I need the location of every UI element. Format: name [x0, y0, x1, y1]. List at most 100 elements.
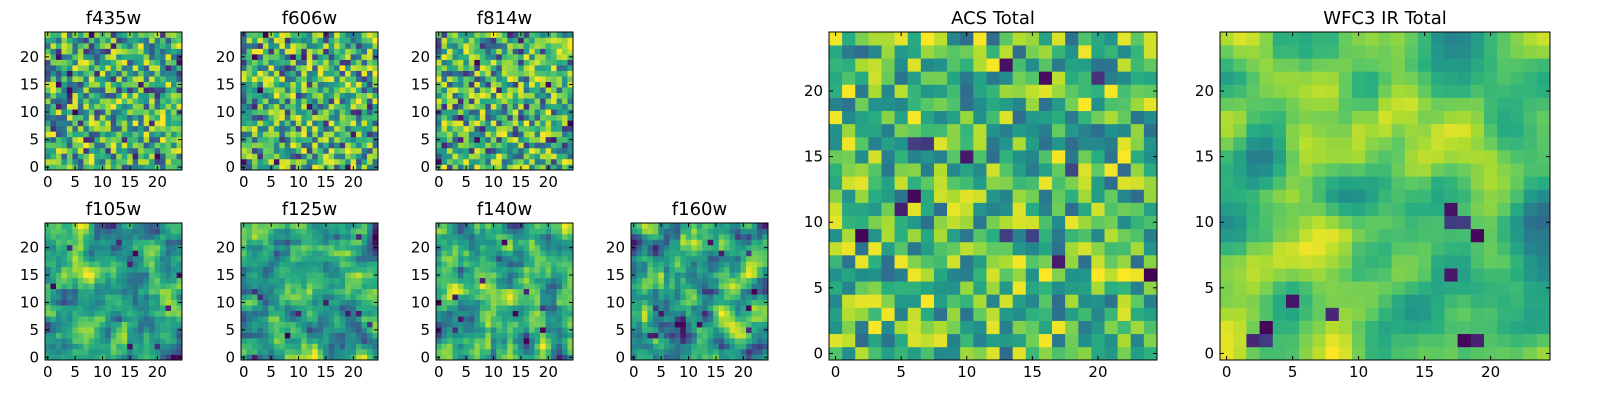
heatmap-cell: [518, 37, 524, 44]
heatmap-cell: [72, 338, 79, 344]
heatmap-cell: [452, 43, 459, 49]
heatmap-cell: [116, 332, 123, 339]
heatmap-cell: [436, 261, 442, 268]
heatmap-cell: [1091, 346, 1105, 361]
heatmap-cell: [757, 310, 763, 317]
heatmap-cell: [339, 261, 346, 268]
heatmap-cell: [257, 349, 264, 355]
heatmap-cell: [45, 103, 51, 110]
heatmap-cell: [1012, 228, 1027, 243]
heatmap-cell: [372, 294, 379, 301]
heatmap-cell: [334, 294, 340, 301]
heatmap-cell: [523, 131, 530, 138]
heatmap-cell: [116, 125, 123, 132]
heatmap-cell: [474, 277, 481, 284]
heatmap-cell: [551, 294, 557, 301]
heatmap-cell: [1130, 228, 1145, 243]
x-tick-label: 15: [316, 173, 335, 191]
heatmap-cell: [110, 239, 117, 246]
heatmap-cell: [77, 321, 84, 328]
heatmap-cell: [441, 65, 448, 71]
heatmap-cell: [171, 92, 177, 99]
heatmap-cell: [279, 244, 286, 251]
heatmap-cell: [356, 131, 362, 138]
heatmap-cell: [367, 310, 373, 317]
heatmap-cell: [176, 239, 183, 246]
heatmap-cell: [540, 261, 546, 268]
heatmap-cell: [165, 142, 172, 149]
heatmap-cell: [551, 37, 557, 44]
heatmap-cell: [534, 338, 541, 344]
heatmap-cell: [339, 98, 346, 105]
heatmap-cell: [77, 125, 84, 132]
heatmap-cell: [83, 43, 90, 49]
heatmap-cell: [490, 283, 497, 290]
heatmap-cell: [762, 228, 769, 235]
heatmap-cell: [372, 32, 379, 38]
heatmap-cell: [372, 147, 379, 154]
heatmap-cell: [88, 136, 95, 143]
heatmap-cell: [323, 43, 329, 49]
heatmap-cell: [545, 76, 552, 82]
heatmap-cell: [160, 109, 166, 116]
heatmap-cell: [356, 266, 362, 273]
heatmap-cell: [534, 266, 541, 273]
heatmap-cell: [262, 332, 269, 339]
heatmap-cell: [933, 241, 948, 256]
heatmap-cell: [724, 239, 730, 246]
heatmap-cell: [457, 294, 464, 301]
heatmap-cell: [241, 48, 247, 55]
heatmap-cell: [501, 321, 508, 328]
heatmap-cell: [367, 153, 373, 160]
heatmap-cell: [301, 321, 308, 328]
heatmap-cell: [452, 327, 459, 333]
heatmap-cell: [529, 87, 535, 94]
heatmap-cell: [61, 81, 68, 88]
heatmap-cell: [246, 316, 253, 322]
heatmap-cell: [567, 288, 574, 295]
heatmap-cell: [72, 343, 79, 350]
heatmap-cell: [323, 142, 329, 149]
heatmap-cell: [842, 255, 856, 269]
heatmap-cell: [518, 255, 524, 262]
heatmap-cell: [855, 255, 869, 269]
heatmap-cell: [246, 65, 253, 71]
heatmap-cell: [88, 305, 95, 311]
heatmap-cell: [529, 98, 535, 105]
heatmap-cell: [110, 70, 117, 77]
heatmap-cell: [1078, 320, 1092, 335]
heatmap-cell: [121, 228, 128, 235]
heatmap-cell: [501, 349, 508, 355]
heatmap-cell: [740, 272, 747, 279]
heatmap-cell: [556, 332, 563, 339]
heatmap-cell: [441, 120, 448, 127]
heatmap-cell: [496, 343, 503, 350]
heatmap-cell: [88, 48, 95, 55]
heatmap-cell: [88, 332, 95, 339]
heatmap-cell: [986, 294, 1000, 308]
heatmap-cell: [295, 255, 302, 262]
heatmap-cell: [143, 136, 150, 143]
heatmap-cell: [356, 98, 362, 105]
heatmap-cell: [496, 59, 503, 66]
heatmap-cell: [545, 109, 552, 116]
heatmap-cell: [284, 103, 291, 110]
heatmap-cell: [350, 305, 357, 311]
heatmap-cell: [61, 343, 68, 350]
heatmap-cell: [339, 147, 346, 154]
heatmap-cell: [446, 32, 453, 38]
heatmap-cell: [551, 266, 557, 273]
heatmap-cell: [735, 288, 741, 295]
heatmap-cell: [110, 310, 117, 317]
heatmap-cell: [328, 272, 335, 279]
heatmap-cell: [740, 338, 747, 344]
heatmap-cell: [463, 92, 470, 99]
heatmap-cell: [986, 163, 1000, 177]
heatmap-cell: [474, 316, 481, 322]
heatmap-cell: [446, 103, 453, 110]
heatmap-cell: [751, 327, 758, 333]
heatmap-cell: [45, 114, 51, 121]
heatmap-cell: [468, 261, 475, 268]
heatmap-cell: [367, 131, 373, 138]
heatmap-cell: [290, 103, 297, 110]
